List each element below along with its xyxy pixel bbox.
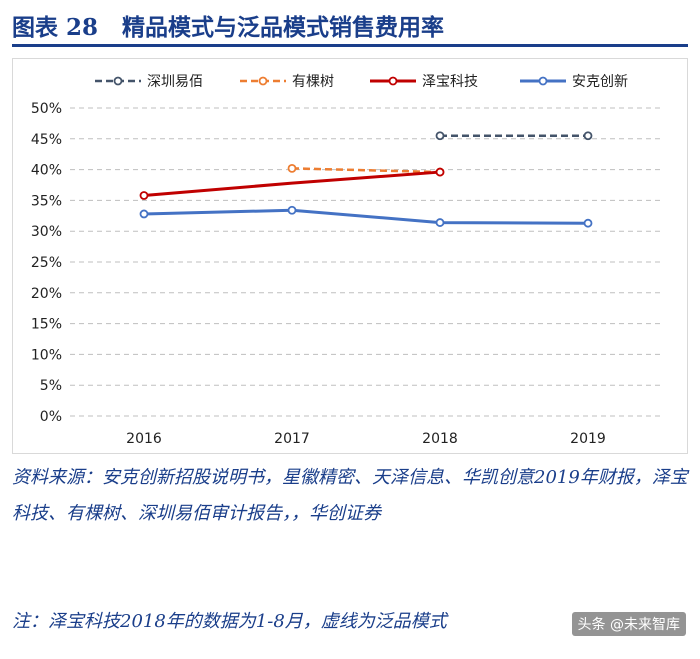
line-chart: 0% 5% 10% 15% 20% 25% 30% 35% 40% 45% 50% 2016 2017 2… [31, 74, 662, 447]
series-line [143, 208, 589, 225]
data-point [435, 131, 445, 141]
legend-label: 安克创新 [572, 74, 628, 90]
data-point [287, 205, 297, 215]
legend-marker [538, 76, 548, 86]
y-tick-label: 10% [31, 347, 62, 363]
y-tick-label: 50% [31, 101, 62, 117]
watermark: 头条 @未来智库 [571, 612, 686, 636]
data-point [435, 218, 445, 227]
data-point [583, 218, 593, 228]
legend-label: 深圳易佰 [147, 74, 203, 90]
y-tick-label: 25% [31, 255, 62, 271]
figure-title: 图表 28 精品模式与泛品模式销售费用率 [12, 8, 688, 42]
y-tick-label: 5% [40, 378, 62, 394]
series-line [291, 167, 441, 174]
legend-label: 有棵树 [292, 74, 334, 90]
data-point [139, 191, 149, 200]
y-tick-label: 30% [31, 224, 62, 240]
figure-label: 图表 28 [12, 14, 99, 41]
source-note: 资料来源：安克创新招股说明书，星徽精密、天泽信息、华凯创意2019年财报，泽宝科… [12, 467, 688, 524]
data-point [287, 163, 297, 173]
y-tick-label: 0% [40, 409, 62, 425]
x-tick-label: 2019 [570, 431, 606, 447]
footnote: 注：泽宝科技2018年的数据为1-8月，虚线为泛品模式 [12, 611, 447, 632]
title-rule [12, 44, 688, 47]
legend-label: 泽宝科技 [422, 74, 478, 90]
data-point [583, 131, 593, 141]
y-tick-label: 45% [31, 132, 62, 148]
y-tick-label: 35% [31, 193, 62, 209]
y-tick-label: 20% [31, 286, 62, 302]
legend-marker [258, 76, 268, 86]
x-tick-label: 2018 [422, 431, 458, 447]
x-tick-label: 2016 [126, 431, 162, 447]
x-tick-label: 2017 [274, 431, 310, 447]
y-tick-label: 40% [31, 163, 62, 179]
data-point [435, 167, 445, 177]
chart-frame [12, 58, 688, 454]
series-line [143, 170, 441, 197]
y-tick-label: 15% [31, 317, 62, 333]
data-point [139, 209, 149, 219]
legend-marker [388, 76, 398, 86]
figure-title-text: 精品模式与泛品模式销售费用率 [122, 14, 445, 41]
legend-marker [113, 76, 123, 86]
